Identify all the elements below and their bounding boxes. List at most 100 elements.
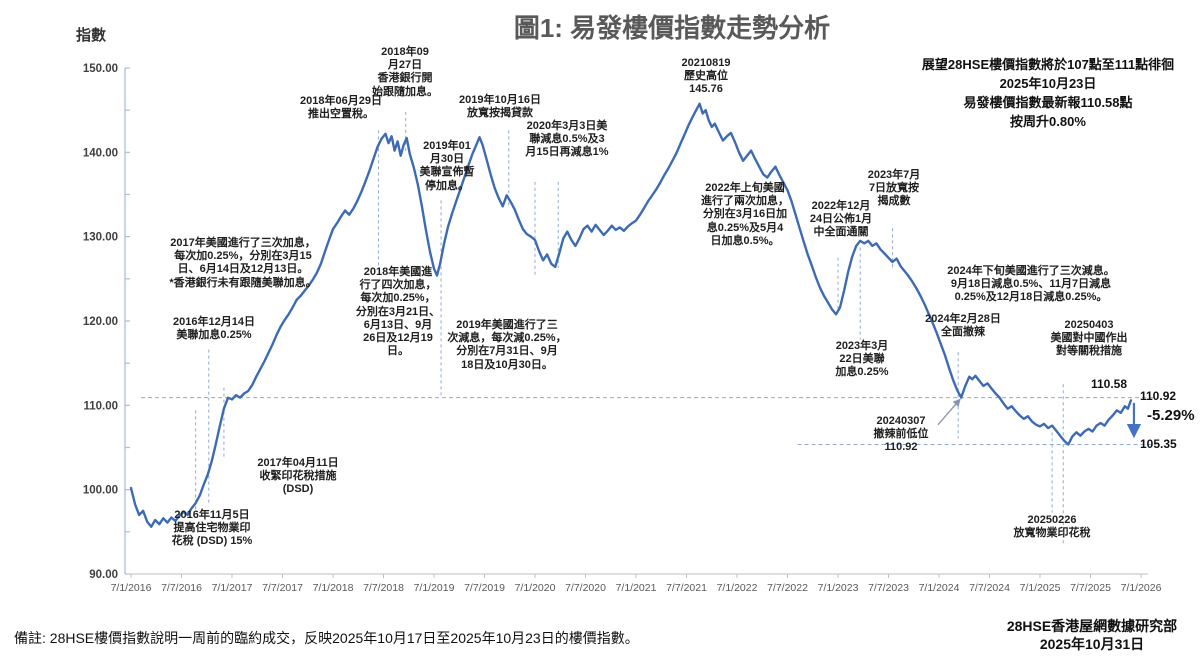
annotation-line: 2022年12月 — [811, 200, 871, 212]
source-block: 28HSE香港屋網數據研究部 2025年10月31日 — [1007, 617, 1177, 653]
x-tick-label: 7/7/2018 — [363, 582, 404, 594]
y-tick-label: 90.00 — [89, 569, 118, 581]
annotation-line: 停加息。 — [425, 179, 469, 192]
annotation-line: 2018年09 — [381, 46, 429, 58]
annotation-line: 2016年11月5日 — [174, 509, 250, 521]
chart-annotation: 2019年01 月30日 美聯宣佈暫 停加息。 — [420, 140, 475, 193]
annotation-line: 2022年上旬美國 — [705, 182, 785, 194]
annotation-line: 24日公佈1月 — [809, 213, 873, 226]
source-line: 2025年10月31日 — [1039, 636, 1145, 653]
annotation-line: 2023年7月 — [867, 169, 921, 181]
x-tick-label: 7/1/2021 — [616, 582, 657, 594]
chart-annotation: 2020年3月3日美 聯減息0.5%及3 月15日再減息1% — [525, 120, 608, 160]
x-tick-label: 7/1/2023 — [818, 582, 859, 594]
chart-annotation: 20240307 撤辣前低位 110.92 — [874, 415, 929, 455]
x-tick-label: 7/7/2021 — [666, 582, 707, 594]
annotation-line: 始跟隨加息。 — [372, 85, 438, 98]
chart-annotation: 2024年2月28日 全面撤辣 — [925, 313, 1001, 339]
annotation-line: 加息0.25% — [835, 366, 889, 379]
trough-index-label: 105.35 — [1140, 437, 1177, 451]
x-tick-label: 7/7/2017 — [262, 582, 303, 594]
x-tick-label: 7/7/2025 — [1070, 582, 1111, 594]
x-tick-label: 7/1/2016 — [111, 582, 152, 594]
annotation-line: 日加息0.5%。 — [710, 234, 780, 247]
y-tick-label: 150.00 — [83, 63, 118, 75]
annotation-line: 聯減息0.5%及3 — [529, 133, 605, 146]
x-tick-label: 7/1/2018 — [313, 582, 354, 594]
annotation-line: 日、6月14日及12月13日。 — [177, 263, 309, 276]
chart-annotation: 20250403 美國對中國作出 對等關稅措施 — [1051, 319, 1128, 359]
annotation-line: 每次加0.25%，分別在3月15 — [174, 250, 312, 263]
annotation-line: 9月18日減息0.5%、11月7日減息 — [950, 278, 1112, 291]
chart-annotation: 2016年12月14日 美聯加息0.25% — [173, 316, 255, 342]
chart-annotation: 2019年美國進行了三 次減息，每次減0.25%， 分別在7月31日、9月 18日及1… — [447, 319, 566, 372]
annotation-line: 放寬物業印花稅 — [1013, 527, 1091, 540]
annotation-line: 2020年3月3日美 — [526, 120, 608, 132]
annotation-line: 分別在3月21日、 — [355, 305, 441, 318]
outlook-line: 2025年10月23日 — [999, 75, 1097, 91]
annotation-line: 7日放寬按 — [868, 182, 920, 195]
chart-annotation: 2017年美國進行了三次加息， 每次加0.25%，分別在3月15 日、6月14日及1… — [169, 237, 316, 290]
outlook-line: 易發樓價指數最新報110.58點 — [963, 94, 1133, 110]
annotation-line: 2018年06月29日 — [300, 95, 382, 107]
annotation-line: 收緊印花稅措施 — [259, 470, 337, 483]
chart-annotation: 2018年美國進 行了四次加息， 每次加0.25%， 分別在3月21日、 6月13日、9… — [356, 266, 440, 358]
chart-annotation: 2022年上旬美國 進行了兩次加息， 分別在3月16日加 息0.25%及5月4 日加息0… — [701, 182, 789, 248]
annotation-line: 中全面通關 — [813, 226, 869, 239]
annotation-line: 推出空置稅。 — [307, 108, 374, 121]
annotation-line: 2019年美國進行了三 — [456, 319, 558, 331]
x-tick-label: 7/1/2024 — [919, 582, 960, 594]
x-tick-label: 7/1/2022 — [717, 582, 758, 594]
annotation-line: 6月13日、9月 — [363, 318, 433, 331]
annotation-line: 110.92 — [884, 441, 918, 454]
annotation-line: 揭成數 — [877, 195, 911, 208]
chart-annotation: 2019年10月16日 放寬按揭貸款 — [459, 94, 541, 120]
current-index-label: 110.58 — [1090, 377, 1128, 391]
outlook-line: 展望28HSE樓價指數將於107點至111點徘徊 — [921, 57, 1175, 72]
annotation-line: 18日及10月30日。 — [461, 358, 553, 371]
annotation-line: 145.76 — [689, 83, 723, 96]
chart-annotation: 2016年11月5日 提高住宅物業印 花稅 (DSD) 15% — [172, 509, 253, 549]
annotation-line: 0.25%及12月18日減息0.25%。 — [954, 291, 1108, 304]
x-tick-label: 7/7/2020 — [565, 582, 606, 594]
chart-annotation: 2018年09 月27日 香港銀行開 始跟隨加息。 — [372, 46, 438, 99]
chart-annotation: 2022年12月 24日公佈1月 中全面通關 — [810, 200, 872, 240]
chart-annotation: 2024年下旬美國進行了三次減息。 9月18日減息0.5%、11月7日減息 0.25… — [947, 265, 1114, 305]
annotation-line: 2019年10月16日 — [459, 94, 541, 106]
annotation-line: 2018年美國進 — [363, 266, 433, 278]
chart-annotation: 2018年06月29日 推出空置稅。 — [300, 95, 382, 121]
annotation-line: 月15日再減息1% — [525, 146, 609, 159]
chart-annotation: 20210819 歷史高位 145.76 — [682, 57, 731, 97]
y-tick-label: 100.00 — [83, 485, 118, 497]
annotation-line: 2017年美國進行了三次加息， — [170, 237, 316, 249]
annotation-line: 花稅 (DSD) 15% — [171, 535, 253, 548]
annotation-line: 美國對中國作出 — [1050, 332, 1128, 345]
annotation-line: 2016年12月14日 — [173, 316, 255, 328]
footnote: 備註: 28HSE樓價指數說明一周前的臨約成交，反映2025年10月17日至20… — [14, 630, 639, 646]
outlook-text-block: 展望28HSE樓價指數將於107點至111點徘徊 2025年10月23日 易發樓… — [922, 56, 1174, 131]
annotation-line: 分別在3月16日加 — [702, 208, 788, 221]
annotation-line: 20210819 — [681, 57, 731, 69]
annotation-line: 提高住宅物業印 — [173, 522, 251, 535]
chart-annotation: 2017年04月11日 收緊印花稅措施 (DSD) — [257, 457, 338, 497]
x-tick-label: 7/1/2025 — [1020, 582, 1061, 594]
annotation-line: 歷史高位 — [683, 70, 728, 83]
annotation-line: 美聯宣佈暫 — [419, 166, 475, 179]
annotation-line: 月27日 — [387, 59, 423, 72]
annotation-line: 行了四次加息， — [359, 279, 437, 292]
annotation-line: (DSD) — [282, 483, 314, 496]
annotation-line: 進行了兩次加息， — [701, 195, 789, 208]
annotation-line: 放寬按揭貸款 — [466, 107, 533, 120]
x-tick-label: 7/1/2026 — [1121, 582, 1162, 594]
annotation-line: 美聯加息0.25% — [176, 329, 252, 342]
annotation-line: 2024年下旬美國進行了三次減息。 — [947, 265, 1115, 277]
annotation-line: 2024年2月28日 — [925, 313, 1001, 325]
y-tick-label: 120.00 — [83, 316, 118, 328]
y-tick-label: 130.00 — [83, 232, 118, 244]
x-tick-label: 7/7/2022 — [767, 582, 808, 594]
annotation-line: 分別在7月31日、9月 — [456, 345, 558, 358]
chart-annotation: 2023年3月 22日美聯 加息0.25% — [835, 340, 888, 380]
chart-annotation: 2023年7月 7日放寬按 揭成數 — [868, 169, 921, 209]
x-tick-label: 7/7/2016 — [161, 582, 202, 594]
